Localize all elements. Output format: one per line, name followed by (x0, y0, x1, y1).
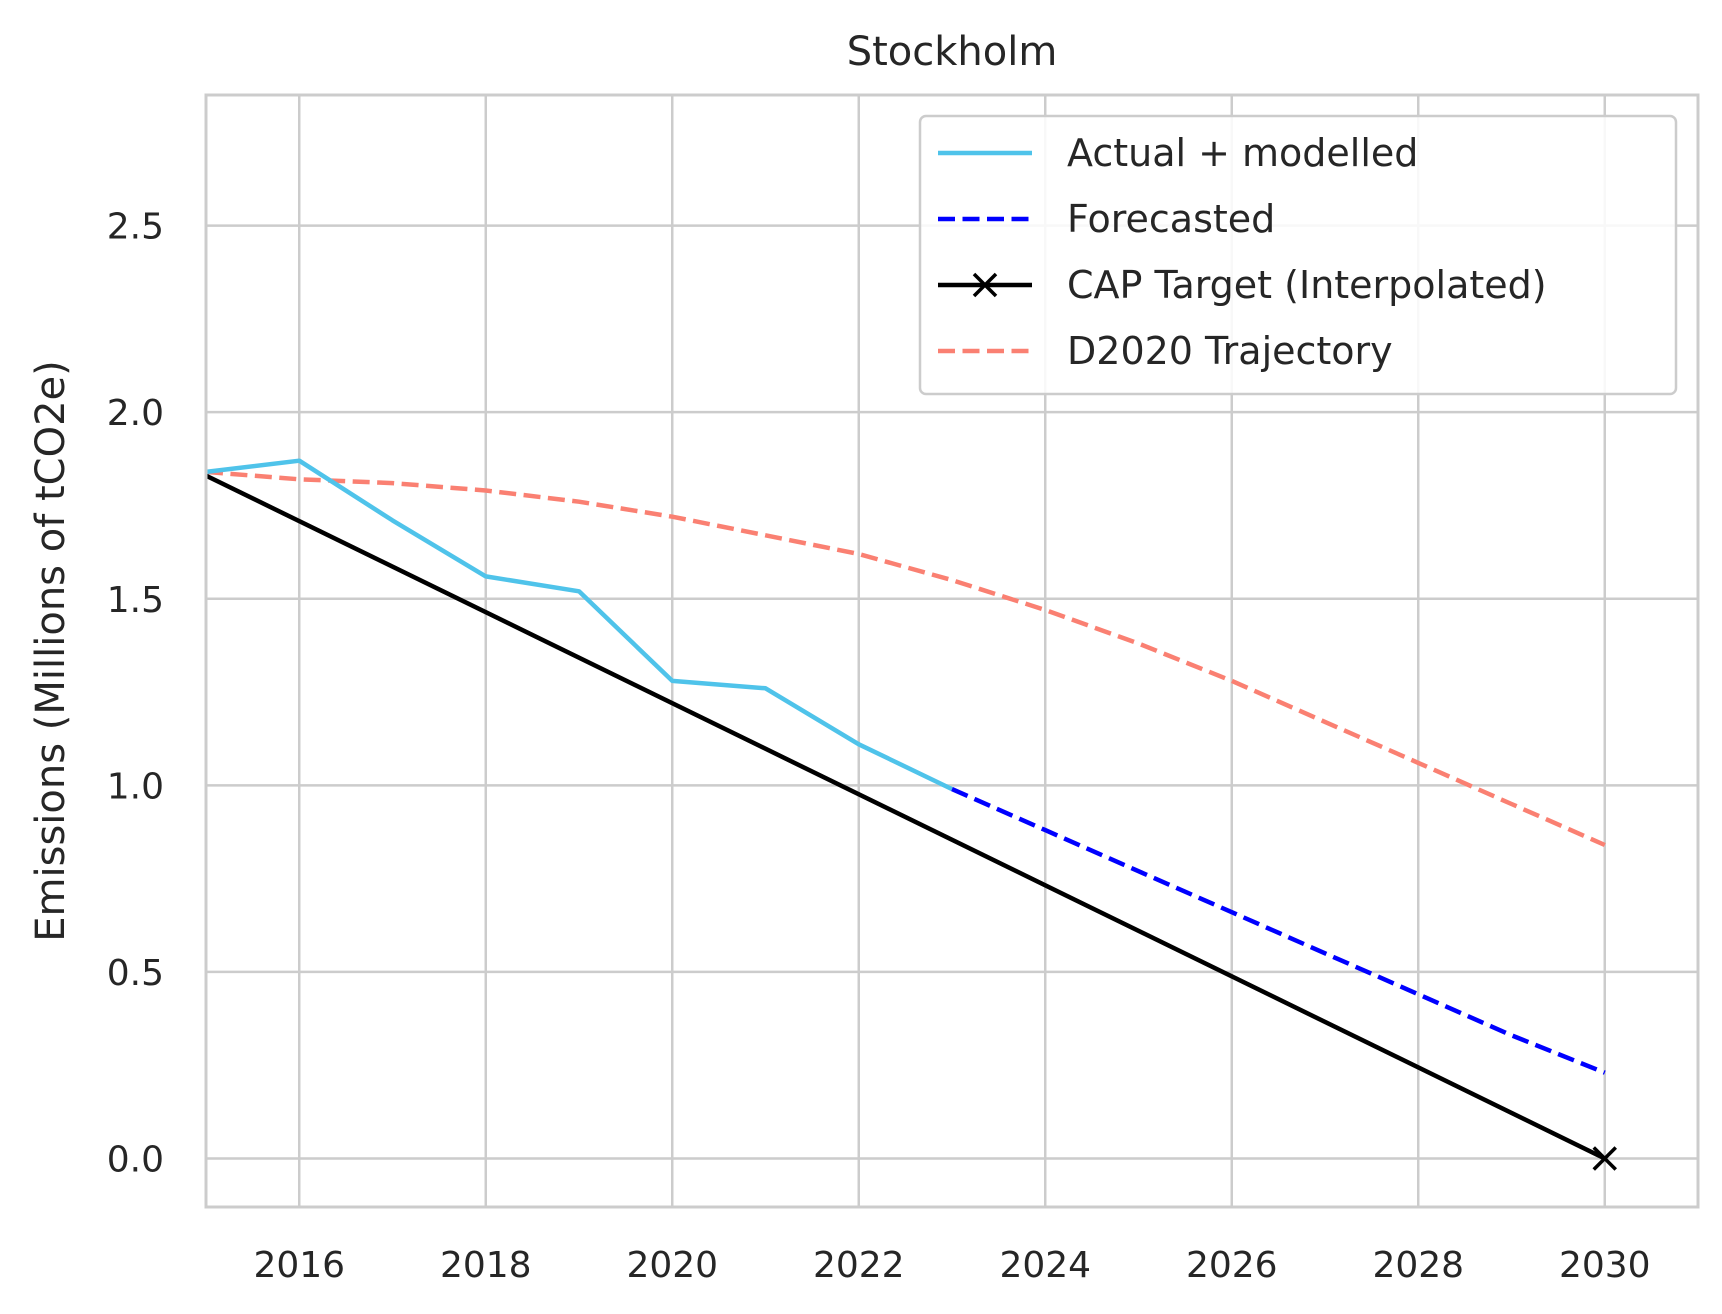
x-tick-label: 2018 (440, 1245, 532, 1286)
y-axis-title: Emissions (Millions of tCO2e) (28, 360, 74, 942)
series-lines (205, 458, 1617, 1171)
y-tick-label: 0.5 (107, 953, 164, 994)
legend-item-d2020-trajectory: D2020 Trajectory (938, 329, 1393, 373)
target-x-marker (1592, 1146, 1617, 1171)
x-tick-label: 2022 (813, 1245, 905, 1286)
y-tick-label: 0.0 (107, 1139, 164, 1180)
legend: Actual + modelled Forecasted CAP Target (I… (918, 114, 1678, 396)
legend-item-cap-target-interpolated: CAP Target (Interpolated) (938, 263, 1547, 307)
y-tick-label: 2.0 (107, 393, 164, 434)
y-tick-label: 2.5 (107, 207, 164, 248)
tick-labels: 2016 2018 2020 2022 2024 2026 2028 2030 0.0 0.5 1.… (107, 207, 1651, 1286)
series-line-forecasted (951, 787, 1606, 1075)
y-tick-label: 1.0 (107, 766, 164, 807)
x-tick-label: 2030 (1559, 1245, 1651, 1286)
x-tick-label: 2024 (999, 1245, 1091, 1286)
series-line-d2020-trajectory (205, 469, 1606, 848)
series-line-cap-target-interpolated (205, 473, 1606, 1161)
legend-label: Forecasted (1067, 197, 1275, 241)
legend-label: Actual + modelled (1067, 131, 1418, 175)
legend-label: CAP Target (Interpolated) (1067, 263, 1547, 307)
plot-area-frame (204, 93, 1700, 1209)
x-tick-label: 2016 (253, 1245, 345, 1286)
legend-item-forecasted: Forecasted (938, 197, 1275, 241)
x-tick-label: 2026 (1186, 1245, 1278, 1286)
legend-marker-x (972, 272, 998, 298)
y-tick-label: 1.5 (107, 580, 164, 621)
series-line-actual-modelled (205, 458, 953, 792)
legend-item-actual-modelled: Actual + modelled (938, 131, 1418, 175)
legend-label: D2020 Trajectory (1067, 329, 1393, 373)
x-tick-label: 2028 (1372, 1245, 1464, 1286)
x-tick-label: 2020 (626, 1245, 718, 1286)
legend-frame (918, 114, 1678, 396)
chart-title: Stockholm (847, 29, 1058, 75)
